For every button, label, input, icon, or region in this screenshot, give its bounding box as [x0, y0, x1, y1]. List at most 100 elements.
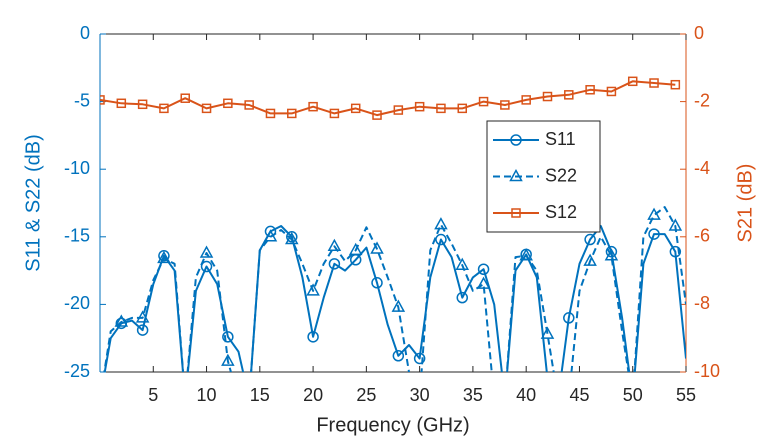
marker [200, 260, 213, 273]
marker [372, 110, 382, 120]
marker [564, 90, 574, 100]
x-tick-label: 40 [516, 385, 536, 405]
marker [477, 263, 490, 275]
marker [180, 393, 191, 403]
marker [414, 101, 425, 112]
marker [478, 96, 489, 107]
marker [265, 108, 276, 119]
marker [436, 103, 446, 114]
y2-tick-label: -6 [694, 226, 710, 246]
legend-box [486, 120, 601, 233]
marker [116, 98, 127, 109]
marker [476, 276, 491, 289]
marker [605, 245, 618, 258]
marker [285, 231, 299, 245]
marker [391, 299, 406, 312]
marker [135, 310, 150, 323]
series-line [100, 80, 676, 117]
y-tick-label: -5 [74, 90, 90, 110]
x-tick-label: 20 [303, 385, 323, 405]
marker [223, 98, 233, 109]
x-tick-label: 35 [463, 385, 483, 405]
marker [159, 103, 169, 114]
marker [519, 248, 533, 261]
x-axis-label: Frequency (GHz) [316, 414, 469, 436]
marker [583, 253, 597, 266]
x-tick-label: 55 [676, 385, 696, 405]
marker [649, 78, 659, 88]
x-tick-label: 15 [250, 385, 270, 405]
marker [327, 238, 342, 252]
y-tick-label: -15 [64, 226, 90, 246]
marker [457, 103, 468, 114]
legend-label: S11 [545, 129, 576, 149]
marker [434, 217, 448, 230]
marker [263, 229, 278, 242]
y2-axis-label: S21 (dB) [734, 164, 756, 243]
marker [499, 393, 510, 403]
marker [221, 353, 235, 366]
marker [308, 101, 318, 112]
y2-tick-label: 0 [694, 23, 704, 43]
series-line [103, 206, 686, 372]
y-tick-label: -25 [64, 361, 90, 381]
marker [542, 374, 552, 384]
marker [115, 317, 128, 330]
marker [670, 79, 681, 90]
marker [328, 258, 341, 270]
y-tick-label: -10 [64, 158, 90, 178]
marker [540, 326, 555, 339]
marker [500, 394, 510, 404]
marker [393, 105, 404, 115]
marker [307, 331, 319, 343]
marker [306, 283, 320, 296]
marker [158, 249, 170, 262]
marker [100, 95, 105, 105]
marker [435, 233, 447, 246]
marker [286, 231, 298, 243]
series-line [103, 225, 686, 372]
marker [669, 245, 682, 258]
marker [563, 312, 575, 324]
marker [114, 314, 129, 327]
marker [584, 233, 596, 246]
legend-label: S12 [545, 202, 577, 222]
marker [287, 108, 297, 119]
marker [542, 91, 553, 102]
marker [521, 95, 531, 105]
marker [392, 350, 405, 362]
x-tick-label: 50 [623, 385, 643, 405]
x-tick-label: 30 [410, 385, 430, 405]
marker [329, 108, 340, 119]
y2-tick-label: -2 [694, 90, 710, 110]
legend-marker [511, 208, 521, 218]
y-axis-label: S11 & S22 (dB) [22, 134, 44, 271]
marker [199, 245, 214, 258]
marker [222, 331, 234, 343]
legend-label: S22 [545, 165, 577, 185]
legend-marker [510, 134, 522, 146]
x-tick-label: 10 [197, 385, 217, 405]
marker [585, 85, 595, 95]
marker [157, 250, 171, 264]
marker [201, 103, 212, 114]
y2-tick-label: -10 [694, 361, 720, 381]
marker [606, 86, 617, 97]
marker [180, 394, 190, 404]
marker [244, 100, 254, 110]
x-tick-label: 5 [148, 385, 158, 405]
y2-tick-label: -8 [694, 293, 710, 313]
legend-marker [509, 168, 523, 182]
marker [370, 241, 384, 254]
marker [371, 277, 383, 289]
y-tick-label: 0 [80, 23, 90, 43]
marker [604, 248, 619, 261]
marker [647, 207, 661, 220]
x-tick-label: 25 [356, 385, 376, 405]
marker [137, 99, 148, 110]
marker [348, 242, 363, 256]
marker [350, 103, 361, 114]
marker [668, 218, 683, 231]
y-tick-label: -20 [64, 293, 90, 313]
